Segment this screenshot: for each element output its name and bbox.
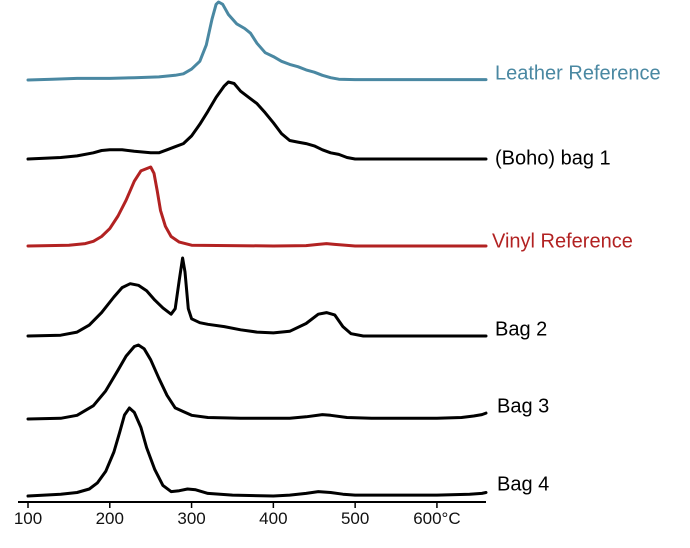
series-4-label: Bag 2 bbox=[495, 318, 547, 340]
series-2-line bbox=[26, 80, 488, 161]
x-tick-label-100: 100 bbox=[14, 509, 42, 528]
series-1-label: Leather Reference bbox=[495, 62, 661, 84]
series-3-label: Vinyl Reference bbox=[492, 230, 633, 252]
series-1-line bbox=[26, 0, 488, 82]
series-5-label: Bag 3 bbox=[497, 395, 549, 417]
x-tick-label-600: 600°C bbox=[413, 509, 460, 528]
series-3-line bbox=[26, 165, 488, 248]
series-2-label: (Boho) bag 1 bbox=[495, 147, 611, 169]
series-labels-group: Leather Reference (Boho) bag 1 Vinyl Refer… bbox=[492, 62, 661, 495]
series-5-line bbox=[26, 343, 488, 421]
x-axis: 100 200 300 400 500 600°C bbox=[14, 501, 486, 528]
x-tick-label-500: 500 bbox=[341, 509, 369, 528]
x-tick-label-200: 200 bbox=[96, 509, 124, 528]
series-6-line bbox=[26, 406, 488, 498]
x-tick-label-300: 300 bbox=[177, 509, 205, 528]
traces-group bbox=[26, 0, 488, 498]
series-4-line bbox=[26, 256, 488, 338]
series-6-label: Bag 4 bbox=[497, 473, 549, 495]
x-tick-label-400: 400 bbox=[259, 509, 287, 528]
